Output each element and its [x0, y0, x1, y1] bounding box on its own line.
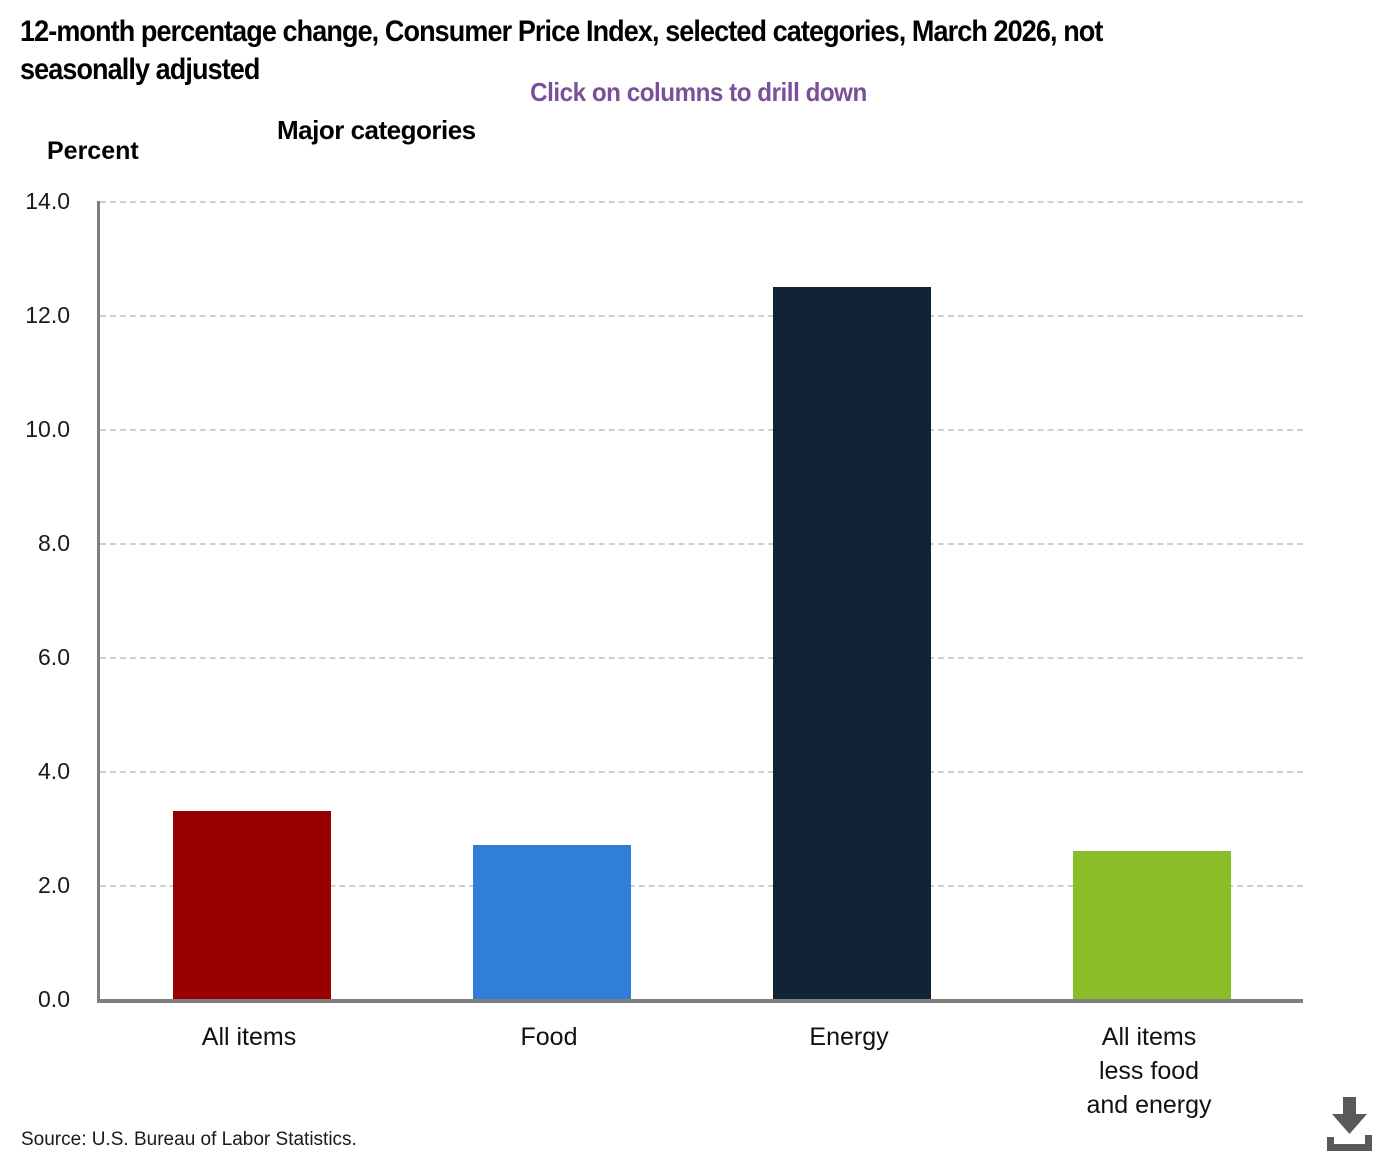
x-category-label: Energy: [809, 1023, 889, 1051]
download-icon[interactable]: [1326, 1097, 1374, 1153]
x-category-label: All items less food and energy: [1086, 1023, 1212, 1119]
x-axis-labels: All items Food Energy All items less food a…: [97, 1020, 1300, 1150]
bar-food[interactable]: [473, 845, 631, 999]
y-tick-label: 10.0: [25, 416, 70, 442]
gridline: [100, 771, 1303, 773]
gridline: [100, 429, 1303, 431]
source-note: Source: U.S. Bureau of Labor Statistics.: [21, 1129, 357, 1150]
bar-all-items-less-food-and-energy[interactable]: [1073, 850, 1231, 999]
plot-area: [97, 201, 1303, 1003]
y-tick-label: 8.0: [38, 530, 70, 556]
y-tick-label: 0.0: [38, 986, 70, 1012]
gridline: [100, 885, 1303, 887]
chart-title: Major categories: [277, 115, 476, 145]
y-axis-ticks: 0.0 2.0 4.0 6.0 8.0 10.0 12.0 14.0: [0, 188, 70, 1012]
gridline: [100, 543, 1303, 545]
x-category-label: Food: [520, 1023, 578, 1051]
download-arrow-glyph: [1327, 1097, 1372, 1151]
y-tick-label: 14.0: [25, 188, 70, 214]
y-tick-label: 4.0: [38, 758, 70, 784]
y-axis-label: Percent: [47, 137, 139, 165]
gridline: [100, 315, 1303, 317]
page-title: 12-month percentage change, Consumer Pri…: [20, 15, 1103, 86]
y-tick-label: 12.0: [25, 302, 70, 328]
bar-energy[interactable]: [773, 286, 931, 999]
bar-all-items[interactable]: [173, 810, 331, 999]
gridline: [100, 201, 1303, 203]
gridline: [100, 657, 1303, 659]
drilldown-hint: Click on columns to drill down: [530, 77, 867, 107]
x-category-label: All items: [201, 1023, 297, 1051]
y-tick-label: 6.0: [38, 644, 70, 670]
y-tick-label: 2.0: [38, 872, 70, 898]
